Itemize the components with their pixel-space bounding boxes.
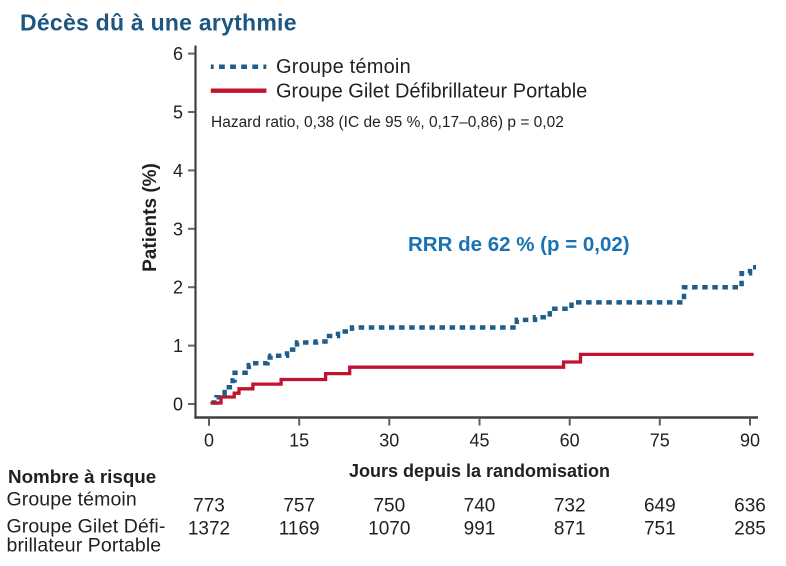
svg-text:1169: 1169	[279, 519, 320, 540]
svg-text:RRR de 62 % (p = 0,02): RRR de 62 % (p = 0,02)	[408, 233, 630, 256]
svg-text:Groupe Gilet Défi-: Groupe Gilet Défi-	[7, 515, 166, 537]
svg-text:732: 732	[554, 496, 586, 517]
svg-text:636: 636	[734, 496, 766, 517]
svg-text:Hazard ratio, 0,38 (IC de 95 %: Hazard ratio, 0,38 (IC de 95 %, 0,17–0,8…	[211, 114, 564, 131]
svg-text:773: 773	[193, 496, 225, 517]
svg-text:751: 751	[644, 519, 676, 540]
svg-text:285: 285	[734, 519, 766, 540]
svg-text:4: 4	[173, 161, 183, 181]
svg-text:Groupe témoin: Groupe témoin	[7, 489, 137, 511]
svg-text:Groupe témoin: Groupe témoin	[276, 56, 411, 78]
svg-text:871: 871	[554, 519, 586, 540]
svg-text:649: 649	[644, 496, 676, 517]
svg-text:Nombre à risque: Nombre à risque	[8, 466, 156, 487]
svg-text:30: 30	[379, 431, 399, 451]
svg-text:740: 740	[464, 496, 496, 517]
svg-text:2: 2	[173, 278, 183, 298]
svg-text:45: 45	[469, 431, 489, 451]
svg-text:Jours depuis la randomisation: Jours depuis la randomisation	[349, 461, 610, 481]
svg-text:Groupe Gilet Défibrillateur Po: Groupe Gilet Défibrillateur Portable	[276, 81, 587, 103]
svg-text:90: 90	[740, 431, 760, 451]
svg-text:991: 991	[464, 519, 496, 540]
svg-text:3: 3	[173, 219, 183, 239]
svg-text:15: 15	[289, 431, 309, 451]
svg-text:brillateur Portable: brillateur Portable	[7, 535, 162, 557]
svg-text:75: 75	[650, 431, 670, 451]
svg-text:60: 60	[560, 431, 580, 451]
svg-text:1: 1	[173, 336, 183, 356]
svg-text:6: 6	[173, 44, 183, 64]
svg-text:Décès dû à une arythmie: Décès dû à une arythmie	[20, 10, 297, 36]
svg-text:1372: 1372	[188, 519, 230, 540]
svg-text:0: 0	[173, 395, 183, 415]
svg-text:750: 750	[373, 496, 405, 517]
svg-text:Patients (%): Patients (%)	[140, 163, 161, 272]
svg-text:1070: 1070	[368, 519, 410, 540]
svg-text:0: 0	[204, 431, 214, 451]
svg-text:5: 5	[173, 103, 183, 123]
svg-text:757: 757	[283, 496, 315, 517]
